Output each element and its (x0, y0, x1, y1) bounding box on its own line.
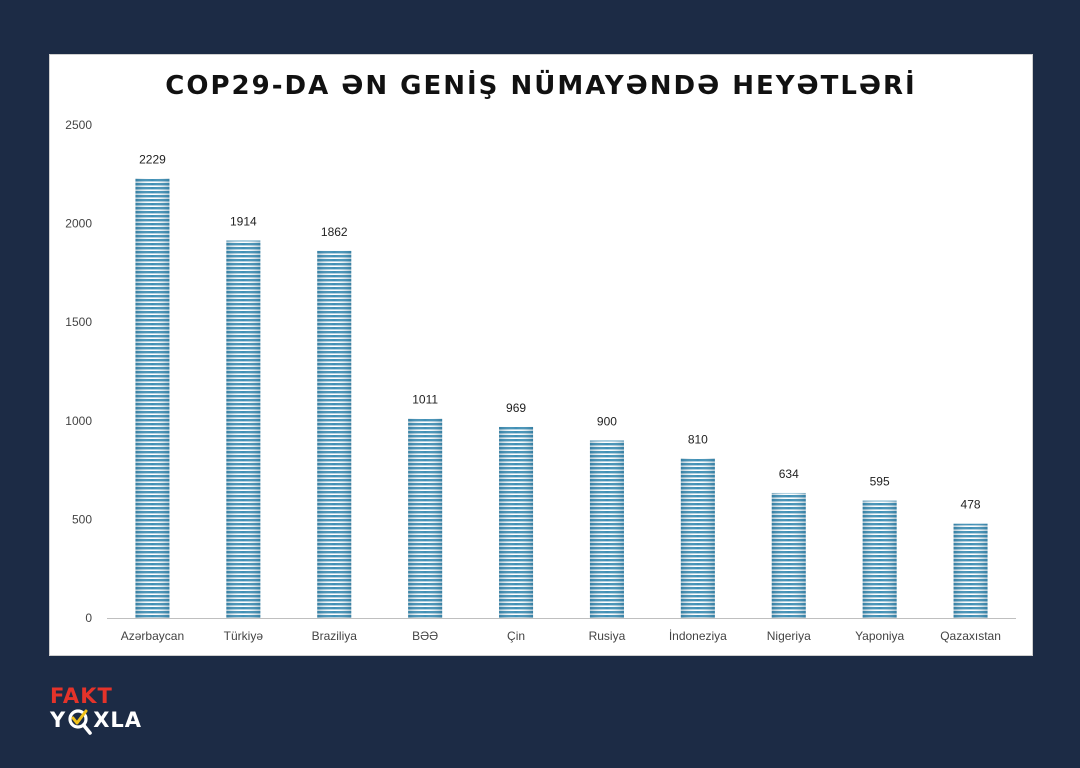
x-tick-label: Rusiya (589, 629, 626, 643)
bar-value-label: 595 (870, 475, 890, 489)
x-tick-label: Braziliya (312, 629, 358, 643)
bar-shading (408, 418, 443, 618)
bar-shading (680, 458, 715, 618)
bars-group (135, 178, 988, 618)
y-axis-tick-labels: 0 500 1000 1500 2000 2500 (65, 118, 92, 625)
chart-title: COP29-DA ƏN GENİŞ NÜMAYƏNDƏ HEYƏTLƏRİ (165, 71, 917, 101)
logo-letter-y: Y (50, 708, 67, 732)
bar-value-label: 1862 (321, 225, 348, 239)
bar-shading (862, 500, 897, 618)
fakt-yoxla-logo: FAKT Y XLA (50, 684, 180, 744)
y-tick-label: 500 (72, 512, 92, 526)
y-tick-label: 2500 (65, 118, 92, 132)
x-tick-label: Yaponiya (855, 629, 904, 643)
bar-shading (499, 426, 534, 618)
x-tick-label: Türkiyə (224, 629, 264, 643)
bar-value-label: 810 (688, 432, 708, 446)
bar-value-label: 900 (597, 415, 617, 429)
logo-text-top: FAKT (50, 684, 113, 708)
bar-shading (589, 440, 624, 618)
logo-text-bottom: Y XLA (50, 708, 142, 732)
bar-value-label: 478 (961, 498, 981, 512)
y-tick-label: 0 (85, 611, 92, 625)
logo-letters-xla: XLA (93, 708, 143, 732)
x-tick-label: BƏƏ (412, 629, 438, 643)
bar-value-label: 634 (779, 467, 799, 481)
bar-shading (771, 492, 806, 618)
bar-value-label: 1011 (412, 393, 438, 407)
x-tick-label: Azərbaycan (121, 629, 184, 643)
magnifier-check-icon (68, 709, 92, 735)
x-tick-label: Çin (507, 629, 525, 643)
value-labels-group: 2229 1914 1862 1011 969 900 810 634 595 478 (139, 152, 981, 511)
y-tick-label: 1000 (65, 414, 92, 428)
bar-shading (135, 178, 170, 618)
bar-shading (953, 523, 988, 618)
x-tick-label: Qazaxıstan (940, 629, 1001, 643)
y-tick-label: 2000 (65, 217, 92, 231)
x-axis-tick-labels: Azərbaycan Türkiyə Braziliya BƏƏ Çin Rusiya İn… (121, 629, 1001, 643)
x-tick-label: Nigeriya (767, 629, 811, 643)
x-tick-label: İndoneziya (669, 629, 727, 643)
bar-chart: 0 500 1000 1500 2000 2500 2229 1914 1862 1011 969… (65, 118, 1016, 643)
bar-value-label: 969 (506, 401, 526, 415)
bar-value-label: 1914 (230, 215, 257, 229)
y-tick-label: 1500 (65, 315, 92, 329)
bar-shading (317, 250, 352, 618)
chart-panel: COP29-DA ƏN GENİŞ NÜMAYƏNDƏ HEYƏTLƏRİ 0 5… (49, 54, 1033, 656)
bar-value-label: 2229 (139, 152, 166, 166)
bar-shading (226, 240, 261, 618)
